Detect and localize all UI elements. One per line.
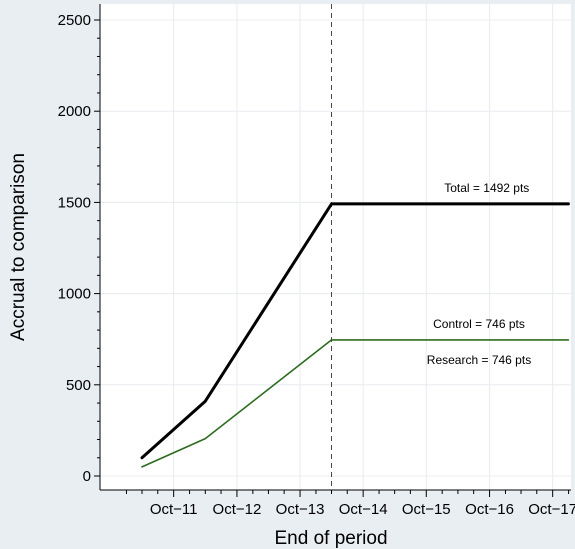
plot-area [100, 4, 571, 490]
x-tick-label: Oct−17 [528, 501, 575, 518]
series-layer [140, 202, 570, 468]
y-tick-label: 2500 [58, 12, 91, 29]
series-line-1 [140, 202, 570, 460]
annotation-label: Control = 746 pts [433, 317, 525, 331]
x-tick-label: Oct−13 [276, 501, 325, 518]
x-tick-label: Oct−11 [150, 501, 198, 518]
x-axis-title: End of period [274, 528, 387, 549]
annotations: Total = 1492 pts Control = 746 pts Researc… [427, 181, 531, 367]
annotation-label: Research = 746 pts [427, 353, 531, 367]
y-tick-label: 500 [66, 377, 91, 394]
y-tick-label: 1000 [58, 286, 91, 303]
x-tick-label: Oct−16 [465, 501, 514, 518]
y-tick-label: 1500 [58, 194, 91, 211]
annotation-label: Total = 1492 pts [444, 181, 529, 195]
series-line-2 [141, 339, 570, 468]
y-tick-label: 2000 [58, 103, 91, 120]
axes: 0 500 1000 1500 2000 2500 Oct−11 Oct−12 Oct−13 Oc… [58, 4, 575, 518]
x-tick-label: Oct−15 [402, 501, 451, 518]
y-tick-label: 0 [83, 468, 91, 485]
x-tick-label: Oct−12 [213, 501, 262, 518]
y-axis-title: Accrual to comparison [8, 153, 29, 341]
grid [100, 4, 571, 490]
x-tick-label: Oct−14 [339, 501, 388, 518]
